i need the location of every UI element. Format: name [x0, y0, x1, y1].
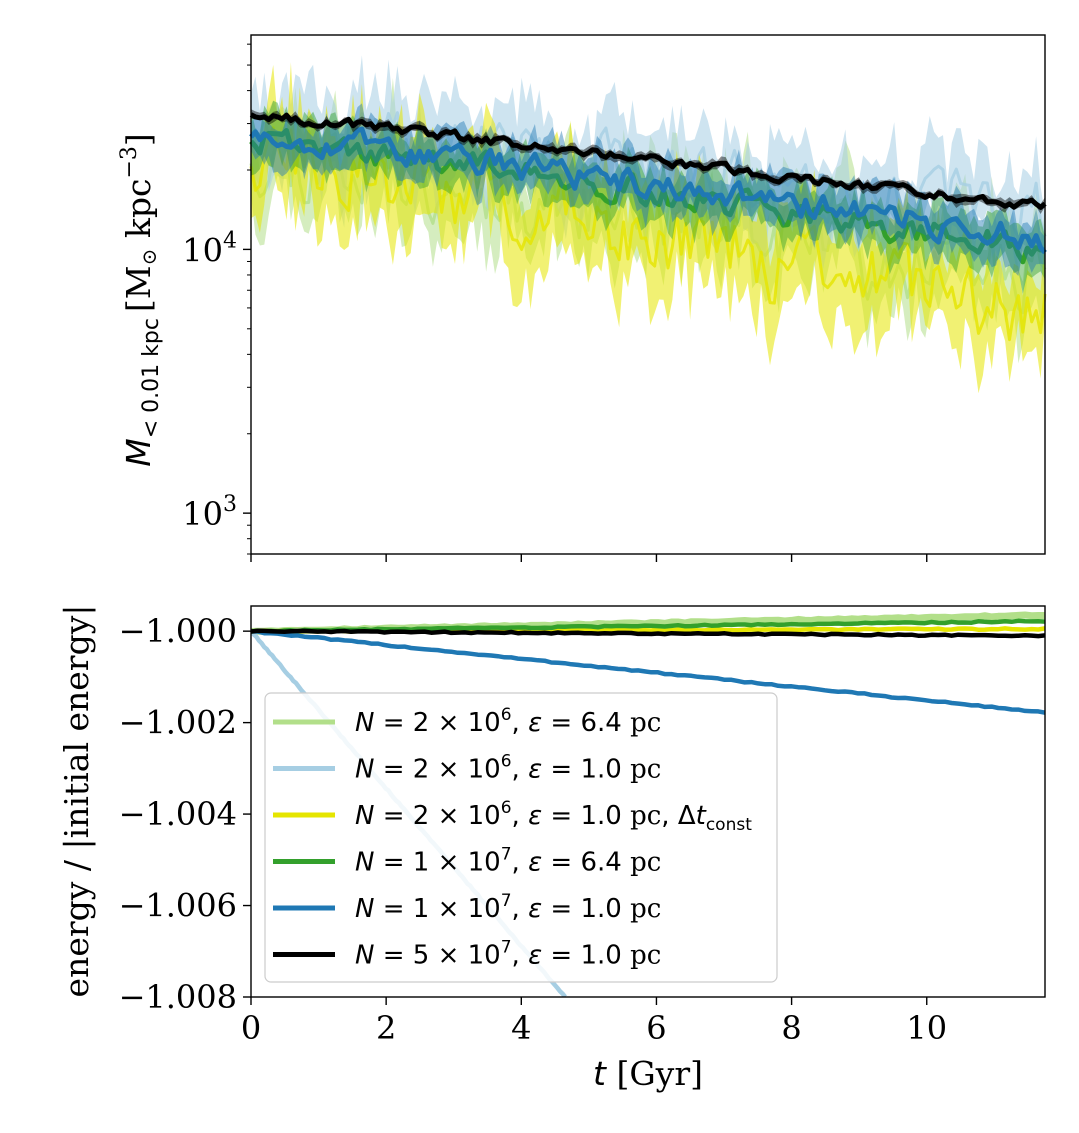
energy-y-axis-label: energy / |initial energy|: [57, 605, 96, 998]
energy-line-5: [251, 629, 1045, 715]
energy-xtick-label-1: 0: [241, 1009, 261, 1047]
ylabel-symbol: M: [119, 438, 158, 466]
density-band-3: [251, 62, 1045, 394]
legend-label-1: N = 2 × 106, ε = 6.4 pc: [355, 705, 661, 738]
energy-xtick-label-6: 10: [906, 1009, 947, 1047]
legend-label-2: N = 2 × 106, ε = 1.0 pc: [355, 752, 661, 785]
svg-text:M< 0.01 kpc[M⊙ kpc−3]: M< 0.01 kpc [M⊙ kpc−3]: [117, 133, 164, 467]
ylabel-subscript: < 0.01 kpc: [139, 318, 164, 438]
ylabel-close: ]: [119, 133, 158, 146]
density-axes-frame: [250, 34, 1046, 555]
energy-axes-frame: [250, 605, 1046, 998]
energy-xtick-label-5: 8: [781, 1009, 801, 1047]
energy-ticks: 0 2 4 6 8 10 −1.000 −1.002 −1.004 −1.006 −1.008: [119, 612, 948, 1047]
energy-ytick-label-3: −1.004: [119, 795, 237, 833]
ylabel-units: [M: [119, 265, 158, 312]
legend-label-4: N = 1 × 107, ε = 6.4 pc: [355, 845, 661, 878]
energy-ytick-label-5: −1.008: [119, 978, 237, 1016]
legend-entries: N = 2 × 106, ε = 6.4 pc N = 2 × 106, ε = …: [273, 705, 752, 971]
energy-x-axis-label: t [Gyr]: [593, 1054, 703, 1093]
xlabel-symbol: t: [593, 1054, 607, 1093]
density-ytick-label-2: 104: [182, 228, 237, 269]
density-series-group: [249, 55, 1047, 394]
density-y-axis-label: M< 0.01 kpc [M⊙ kpc−3]: [117, 133, 164, 467]
energy-line-4: [251, 618, 1045, 634]
energy-ytick-label-1: −1.000: [119, 612, 237, 650]
legend-label-3: N = 2 × 106, ε = 1.0 pc, Δtconst: [355, 798, 752, 835]
energy-xtick-label-2: 2: [376, 1009, 396, 1047]
legend: N = 2 × 106, ε = 6.4 pc N = 2 × 106, ε = …: [264, 692, 778, 983]
ylabel-units-tail: kpc: [119, 179, 158, 249]
energy-line-6: [251, 628, 1045, 639]
legend-box: [264, 692, 778, 983]
legend-label-6: N = 5 × 107, ε = 1.0 pc: [355, 938, 661, 971]
ylabel-sun-symbol: ⊙: [137, 249, 161, 266]
xlabel-units: [Gyr]: [606, 1054, 703, 1093]
density-ytick-label-1: 103: [182, 492, 237, 533]
energy-ytick-label-2: −1.002: [119, 704, 237, 742]
energy-xtick-label-3: 4: [511, 1009, 531, 1047]
density-line-3: [249, 126, 1047, 342]
energy-ytick-label-4: −1.006: [119, 887, 237, 925]
density-line-6: [249, 112, 1047, 210]
legend-label-5: N = 1 × 107, ε = 1.0 pc: [355, 891, 661, 924]
energy-panel: 0 2 4 6 8 10 −1.000 −1.002 −1.004 −1.006 −1.008 en…: [57, 605, 1046, 1093]
density-line-4: [249, 128, 1046, 265]
density-line-5: [249, 126, 1047, 255]
ylabel-exponent: −3: [117, 146, 142, 178]
density-ticks: 103 104: [182, 43, 928, 562]
energy-xtick-label-4: 6: [646, 1009, 666, 1047]
density-panel: 103 104 M< 0.01 kpc [M⊙ kpc−3]: [117, 34, 1047, 562]
